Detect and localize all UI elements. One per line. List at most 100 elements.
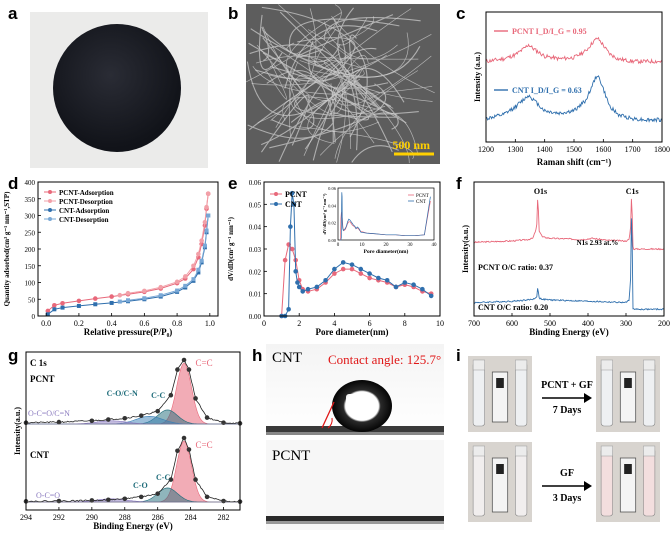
nanofiber xyxy=(258,14,283,71)
vial-cap xyxy=(515,359,528,371)
x-tick-label: 2 xyxy=(297,319,301,328)
annotation-pcnt-ratio: PCNT O/C ratio: 0.37 xyxy=(478,263,553,272)
nanofiber xyxy=(270,8,412,121)
carbon-film-disc xyxy=(53,24,181,152)
c1s-point xyxy=(186,447,192,452)
legend-marker xyxy=(48,217,52,221)
isotherm-point xyxy=(92,296,98,301)
x-tick-label: 700 xyxy=(468,319,480,328)
c1s-point xyxy=(155,491,160,496)
electrode-sample xyxy=(624,378,632,388)
c1s-point xyxy=(204,494,210,500)
isotherm-point xyxy=(199,258,204,263)
x-tick-label: 288 xyxy=(119,513,131,522)
plot-frame xyxy=(473,181,665,317)
inset-x-label: Pore diameter(nm) xyxy=(364,248,409,255)
pore-point xyxy=(314,284,320,290)
nanofiber xyxy=(268,42,342,94)
pore-point xyxy=(291,202,297,207)
nanofiber xyxy=(343,74,399,130)
x-tick-label: 290 xyxy=(86,513,98,522)
annotation-c-o-c-n: C-O/C-N xyxy=(107,389,138,398)
pore-point xyxy=(289,246,295,252)
inset-y-tick: 0.00 xyxy=(328,238,337,243)
isotherm-point xyxy=(117,299,122,304)
scale-bar-label: 500 nm xyxy=(392,138,430,152)
pore-point xyxy=(296,284,302,290)
isotherm-point xyxy=(204,228,209,233)
isotherm-point xyxy=(175,288,180,293)
isotherm-line xyxy=(119,215,209,303)
vial-right xyxy=(643,361,656,427)
isotherm-point xyxy=(60,300,65,306)
x-axis-label: Pore diameter(nm) xyxy=(315,327,388,337)
c1s-point xyxy=(106,417,111,422)
tangent-line xyxy=(321,401,335,429)
pore-point xyxy=(367,271,372,276)
legend-entry: PCNT-Adsorption xyxy=(59,189,114,197)
legend-entry: CNT-Desorption xyxy=(59,216,109,224)
plot-frame xyxy=(25,351,241,511)
x-tick-label: 1300 xyxy=(507,145,523,154)
legend-entry: PCNT-Desorption xyxy=(59,198,113,206)
x-tick-label: 10 xyxy=(436,319,444,328)
stability-photos: PCNT + GF 7 Days GF 3 Days xyxy=(468,356,660,522)
y-tick-label: 400 xyxy=(25,179,36,187)
panel-label-f: f xyxy=(456,174,462,193)
isotherm-point xyxy=(206,213,211,218)
pore-point xyxy=(289,190,295,196)
annotation-o-c=o-cnt: O-C=O xyxy=(36,491,60,500)
annotation-c=c-cnt: C=C xyxy=(196,440,213,450)
isotherm-chart: 0.0 0.2 0.4 0.6 0.8 1.0 0 50 100 150 200 250 300 350 4… xyxy=(3,179,219,337)
nanofiber xyxy=(256,44,344,115)
isotherm-point xyxy=(202,219,208,225)
vial-right xyxy=(515,447,528,517)
annotation-c1s: C 1s xyxy=(30,358,47,368)
pore-point xyxy=(288,224,293,229)
y-axis-label: Intensity(a.u.) xyxy=(461,225,470,273)
photo-gf-after xyxy=(596,442,660,522)
electrode-sample xyxy=(496,464,504,474)
y-tick-label: 100 xyxy=(25,280,36,288)
angle-arc xyxy=(327,417,333,429)
inset-x-tick: 0 xyxy=(337,243,340,248)
pore-point xyxy=(349,262,355,267)
x-tick-label: 600 xyxy=(506,319,518,328)
nanofiber xyxy=(289,61,386,119)
nanofiber xyxy=(247,121,335,139)
x-tick-label: 1700 xyxy=(625,145,641,154)
c1s-point xyxy=(122,496,128,502)
legend-marker xyxy=(274,192,278,196)
isotherm-point xyxy=(183,283,188,288)
y-tick-label: 350 xyxy=(25,196,36,204)
contact-angle-label: Contact angle: 125.7° xyxy=(328,352,441,367)
nanofiber xyxy=(287,66,380,133)
isotherm-point xyxy=(93,302,98,307)
inset-x-tick: 30 xyxy=(408,243,414,248)
x-tick-label: 200 xyxy=(658,319,670,328)
x-tick-label: 500 xyxy=(544,319,556,328)
inset-x-tick: 10 xyxy=(360,243,366,248)
c1s-point xyxy=(155,408,160,414)
y-tick-label: 0.06 xyxy=(249,179,262,187)
pore-point xyxy=(332,271,337,276)
x-tick-label: 0 xyxy=(262,319,266,328)
x-tick-label: 0.0 xyxy=(41,319,51,328)
x-tick-label: 282 xyxy=(218,513,230,522)
pore-point xyxy=(332,266,337,272)
inset-y-tick: 0.04 xyxy=(328,203,337,208)
nanofiber xyxy=(262,29,341,63)
isotherm-point xyxy=(196,267,201,272)
c1s-point xyxy=(89,418,95,424)
nanofiber xyxy=(260,94,310,153)
nanofiber xyxy=(250,28,421,78)
c1s-point xyxy=(89,498,95,503)
vial-left xyxy=(600,447,613,517)
xps-survey-chart: 700 600 500 400 300 200 Binding Energy (eV) Int… xyxy=(461,181,670,337)
panel-label-b: b xyxy=(228,4,239,23)
legend-pcnt: PCNT I_D/I_G = 0.95 xyxy=(512,27,587,36)
x-axis-label: Relative pressure(P/P₀) xyxy=(84,327,173,337)
panel-label-i: i xyxy=(456,346,461,365)
c1s-point xyxy=(181,435,187,441)
x-tick-label: 6 xyxy=(368,319,372,328)
